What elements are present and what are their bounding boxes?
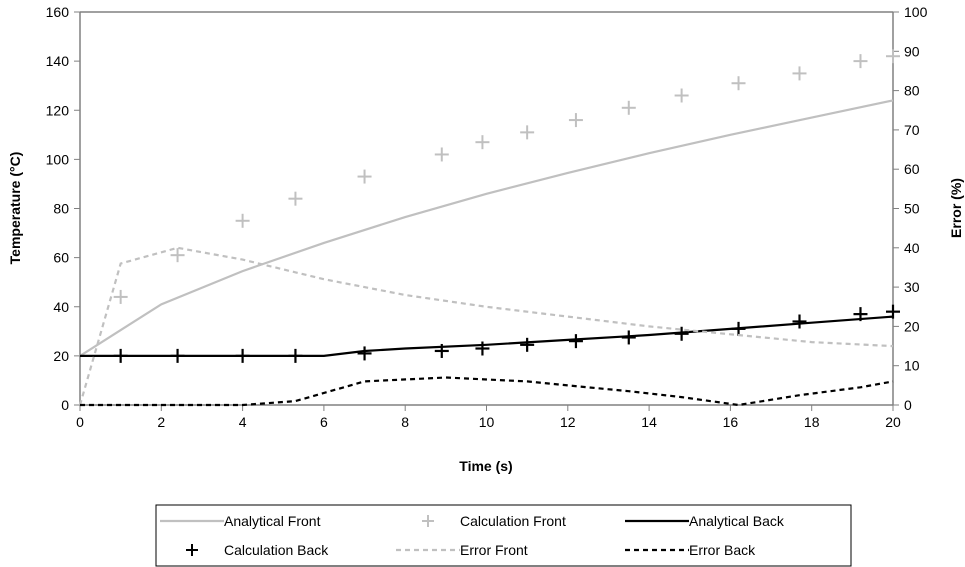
y-right-tick-label: 50 — [904, 201, 920, 217]
y-left-tick-label: 60 — [53, 250, 69, 266]
legend-item-analytical-back: Analytical Back — [625, 513, 785, 529]
legend-label-calculation-back: Calculation Back — [224, 542, 329, 558]
x-tick-label: 2 — [157, 414, 165, 430]
calculation-back-point — [886, 304, 900, 319]
x-tick-label: 6 — [320, 414, 328, 430]
calculation-back-series — [113, 304, 900, 363]
legend-item-calculation-back: Calculation Back — [186, 542, 329, 558]
calculation-front-point — [886, 49, 900, 64]
calculation-back-point — [731, 321, 746, 336]
y-left-tick-label: 20 — [53, 348, 69, 364]
x-tick-label: 0 — [76, 414, 84, 430]
legend-label-error-front: Error Front — [460, 542, 528, 558]
calculation-front-point — [853, 54, 868, 69]
calculation-front-point — [434, 147, 449, 162]
y-left-tick-label: 140 — [46, 53, 70, 69]
y-right-tick-label: 0 — [904, 397, 912, 413]
calculation-front-series — [113, 49, 900, 304]
x-tick-label: 20 — [885, 414, 901, 430]
calculation-front-point — [113, 289, 128, 304]
calculation-back-point — [792, 314, 807, 329]
calculation-back-point — [434, 343, 449, 358]
x-axis-label: Time (s) — [459, 458, 512, 474]
legend-box — [155, 504, 852, 567]
y-right-tick-label: 80 — [904, 83, 920, 99]
calculation-back-point — [113, 348, 128, 363]
axis-ticks: 0 2 4 6 8 10 12 14 16 18 2002040608010012014016001… — [46, 4, 928, 430]
plot-area — [79, 11, 894, 406]
calculation-front-point — [357, 169, 372, 184]
calculation-front-point — [621, 100, 636, 115]
legend-item-calculation-front: Calculation Front — [422, 513, 566, 529]
calculation-back-point — [288, 348, 303, 363]
y-left-tick-label: 40 — [53, 299, 69, 315]
x-tick-label: 12 — [560, 414, 576, 430]
legend-label-error-back: Error Back — [689, 542, 756, 558]
calculation-front-point — [731, 76, 746, 91]
legend-marker-calculation-front — [422, 515, 434, 527]
calculation-front-point — [792, 66, 807, 81]
y-right-tick-label: 100 — [904, 4, 928, 20]
y-left-tick-label: 100 — [46, 151, 70, 167]
legend-label-analytical-back: Analytical Back — [689, 513, 785, 529]
legend-item-analytical-front: Analytical Front — [160, 513, 321, 529]
legend-item-error-front: Error Front — [396, 542, 528, 558]
calculation-back-point — [621, 330, 636, 345]
calculation-back-point — [520, 337, 535, 352]
x-tick-label: 4 — [239, 414, 247, 430]
calculation-back-point — [357, 346, 372, 361]
calculation-back-point — [674, 326, 689, 341]
calculation-back-point — [235, 348, 250, 363]
y-right-tick-label: 60 — [904, 161, 920, 177]
legend: Analytical Front Calculation Front Analyti… — [155, 504, 852, 567]
y-right-tick-label: 10 — [904, 358, 920, 374]
calculation-front-point — [568, 113, 583, 128]
x-tick-label: 16 — [723, 414, 739, 430]
y-right-tick-label: 30 — [904, 279, 920, 295]
legend-marker-calculation-back — [186, 544, 198, 556]
calculation-front-point — [235, 213, 250, 228]
calculation-front-point — [170, 248, 185, 263]
y-axis-right-label: Error (%) — [948, 178, 964, 238]
calculation-front-point — [674, 88, 689, 103]
legend-item-error-back: Error Back — [625, 542, 756, 558]
legend-label-analytical-front: Analytical Front — [224, 513, 321, 529]
x-tick-label: 10 — [479, 414, 495, 430]
y-right-tick-label: 70 — [904, 122, 920, 138]
y-axis-left-label: Temperature (°C) — [7, 152, 23, 265]
legend-label-calculation-front: Calculation Front — [460, 513, 566, 529]
y-right-tick-label: 20 — [904, 318, 920, 334]
y-right-tick-label: 90 — [904, 43, 920, 59]
y-right-tick-label: 40 — [904, 240, 920, 256]
plot-frame — [80, 12, 893, 405]
calculation-back-point — [475, 341, 490, 356]
calculation-front-point — [288, 191, 303, 206]
calculation-front-point — [520, 125, 535, 140]
error-back-line — [80, 376, 894, 407]
y-left-tick-label: 120 — [46, 102, 70, 118]
y-left-tick-label: 80 — [53, 201, 69, 217]
analytical-front-line — [79, 99, 894, 357]
calculation-back-point — [853, 307, 868, 322]
x-tick-label: 8 — [401, 414, 409, 430]
x-tick-label: 14 — [641, 414, 657, 430]
calculation-back-point — [170, 348, 185, 363]
x-tick-label: 18 — [804, 414, 820, 430]
calculation-front-point — [475, 135, 490, 150]
calculation-back-point — [568, 334, 583, 349]
y-left-tick-label: 160 — [46, 4, 70, 20]
error-front-line — [78, 246, 894, 406]
series-layer — [78, 49, 900, 407]
y-left-tick-label: 0 — [61, 397, 69, 413]
